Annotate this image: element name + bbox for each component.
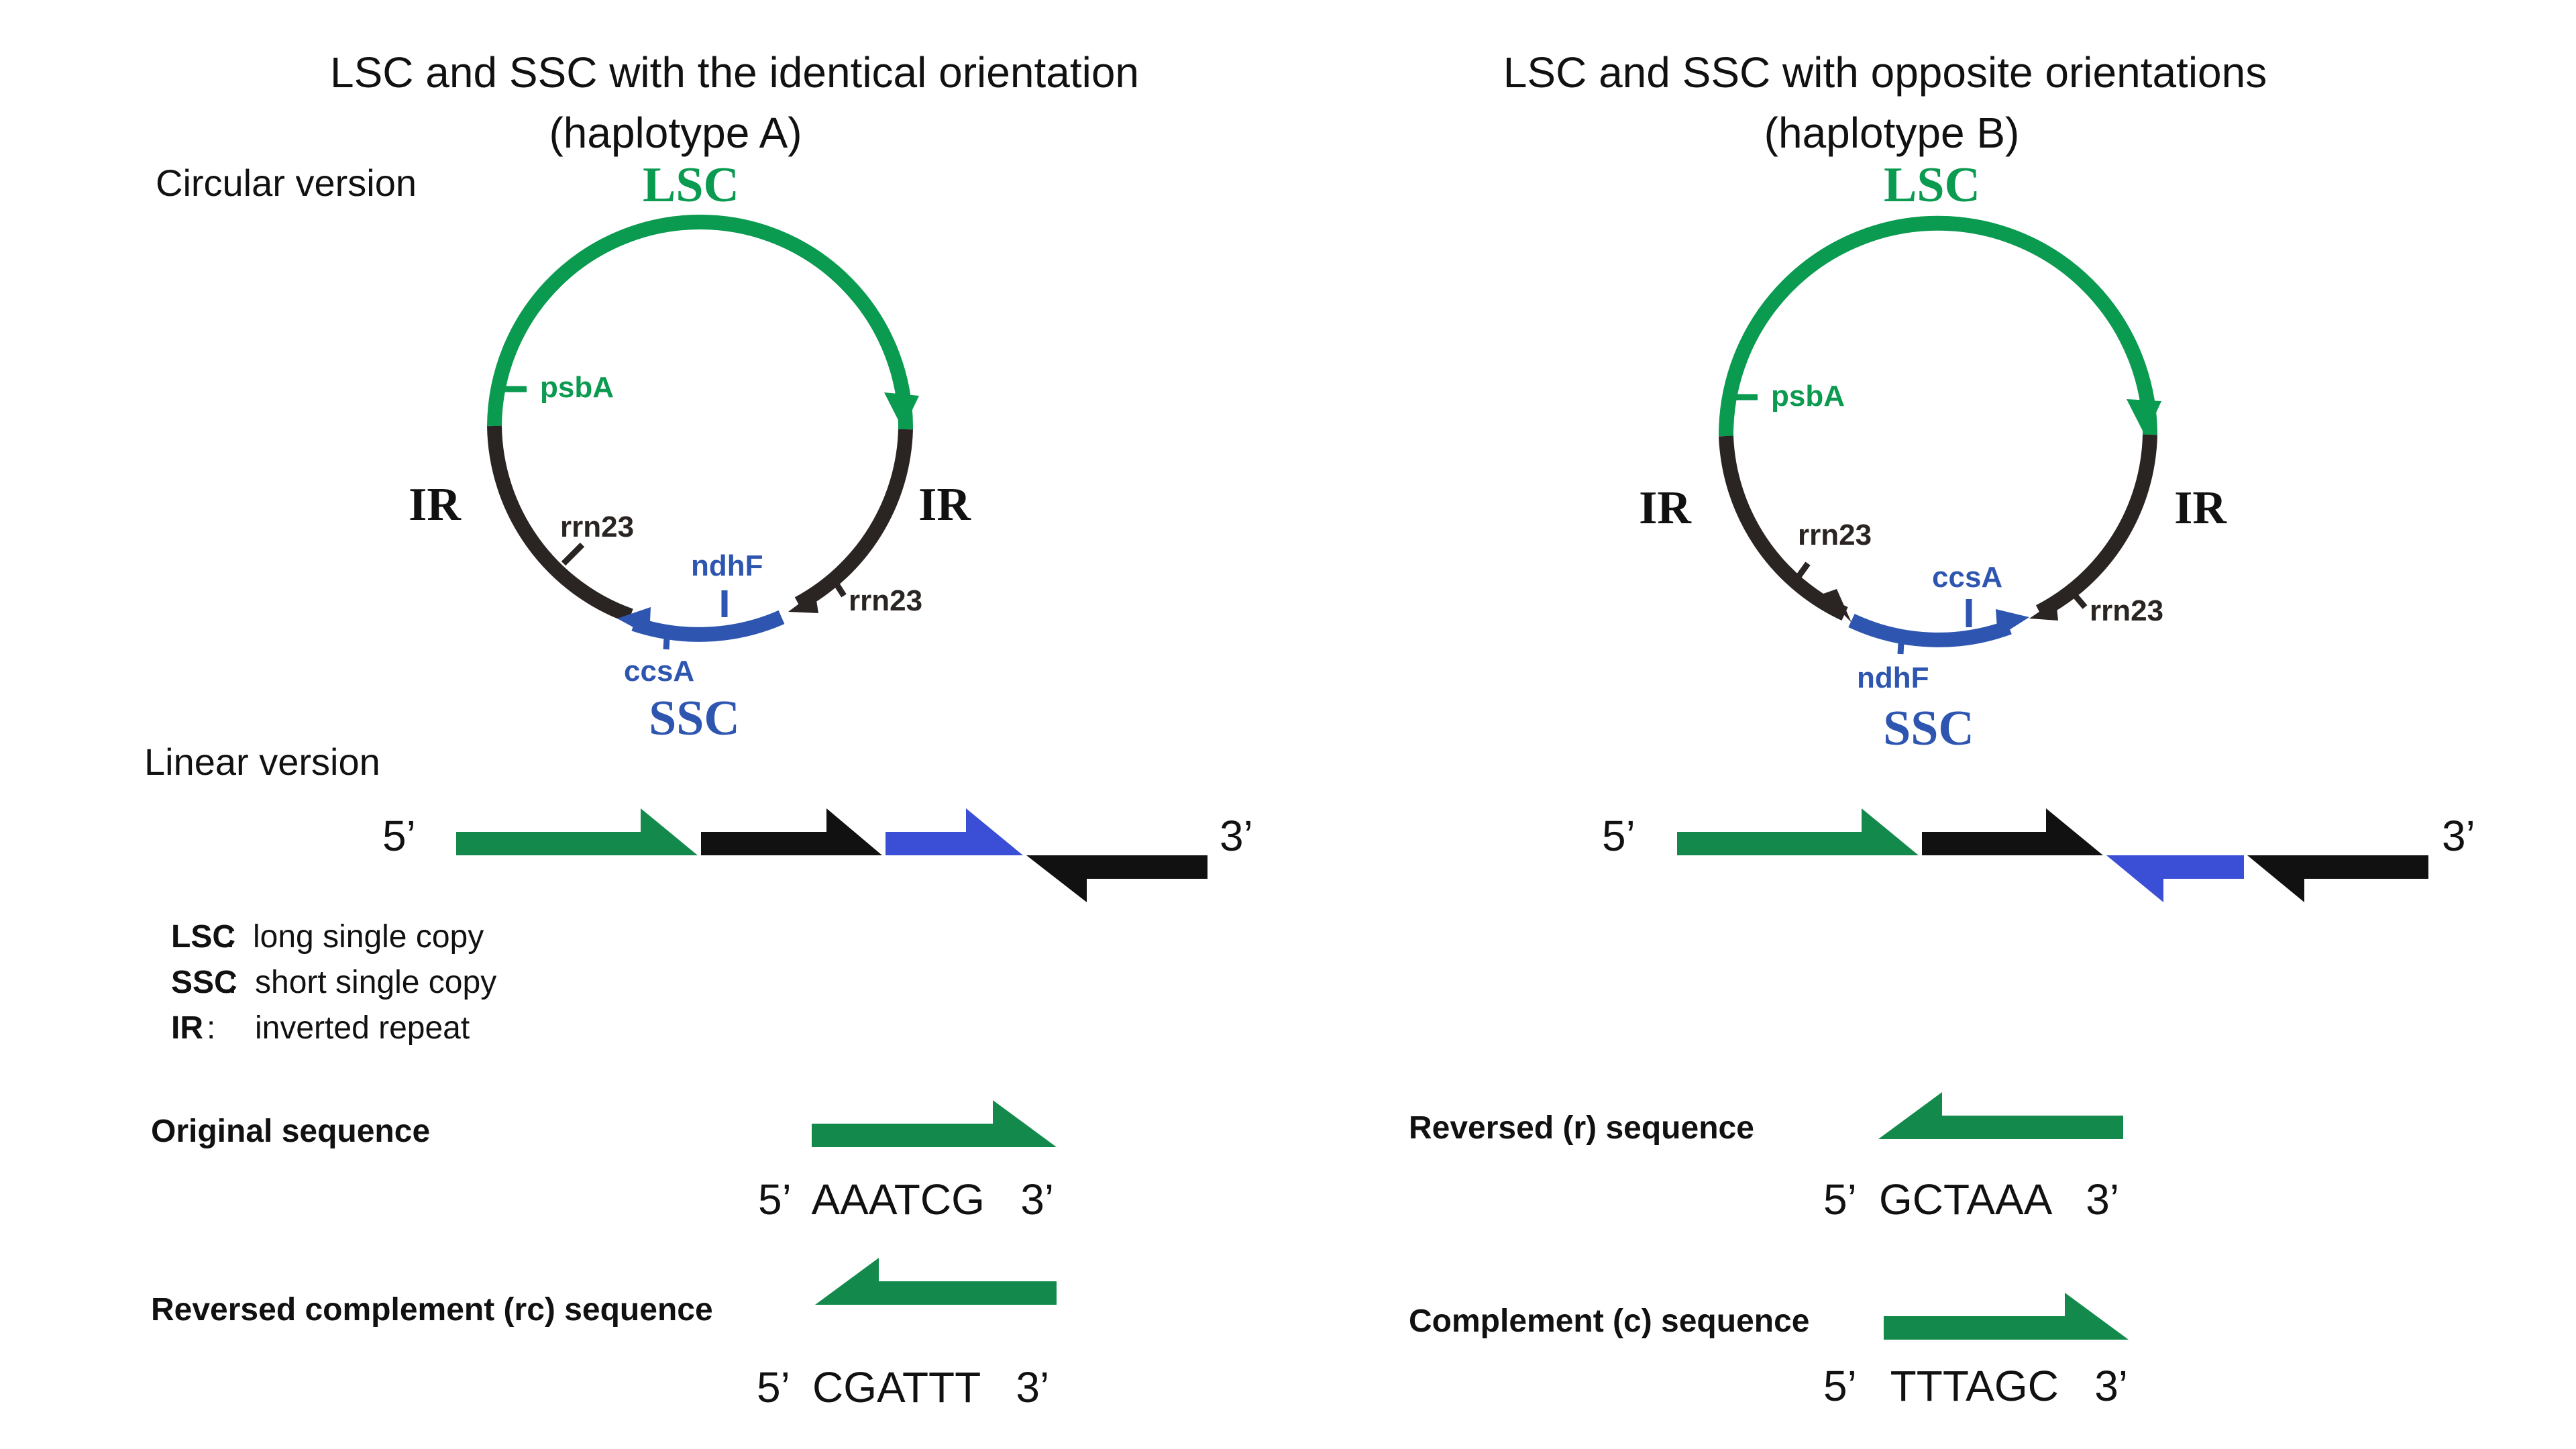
lsc-arc-b	[1718, 216, 2157, 437]
gene-ndhf-b: ndhF	[1857, 661, 1929, 694]
lsc-label-a: LSC	[643, 158, 739, 213]
ssc-arc-b	[1848, 614, 2012, 647]
ir-left-arrowhead-b	[1823, 589, 1851, 623]
ir-right-arc-a	[794, 429, 913, 610]
panel-haplotype-b: LSC and SSC with opposite orientations (…	[1503, 48, 2475, 902]
five-prime-a: 5’	[382, 812, 416, 860]
linear-ir1-a	[701, 808, 882, 855]
r-sequence-label: Reversed (r) sequence	[1409, 1110, 1754, 1146]
panel-b-title-line1: LSC and SSC with opposite orientations	[1503, 48, 2267, 97]
gene-rrn23-right-a: rrn23	[849, 584, 922, 617]
legend-ssc-desc: short single copy	[255, 965, 496, 1000]
gene-psba-b: psbA	[1771, 380, 1845, 413]
rc-arrow	[815, 1258, 1057, 1305]
panel-a-title-line1: LSC and SSC with the identical orientati…	[330, 48, 1139, 97]
ssc-label-a: SSC	[649, 691, 740, 746]
legend-ssc-key: SSC	[171, 965, 237, 1000]
gene-ccsa-a: ccsA	[624, 655, 694, 688]
ir-left-label-a: IR	[409, 479, 462, 531]
circular-map-a: LSC SSC IR IR psbA rrn23 rrn23 ndhF ccsA	[409, 158, 971, 746]
ir-right-label-b: IR	[2174, 482, 2227, 534]
rrn23-left-tick-a	[561, 542, 585, 566]
rrn23-left-tick-b	[1790, 561, 1811, 587]
legend-lsc-desc: long single copy	[253, 919, 484, 955]
ir-right-arrowhead-b	[2029, 600, 2058, 621]
linear-version-label: Linear version	[144, 741, 380, 783]
rc-sequence-label: Reversed complement (rc) sequence	[151, 1292, 713, 1328]
panel-haplotype-a: LSC and SSC with the identical orientati…	[144, 48, 1253, 902]
ssc-arrowhead-b	[1996, 609, 2029, 637]
lsc-label-b: LSC	[1884, 158, 1980, 213]
linear-lsc-b	[1677, 808, 1919, 855]
five-prime-b: 5’	[1602, 812, 1635, 860]
gene-psba-a: psbA	[540, 371, 614, 404]
c-arrow	[1884, 1293, 2129, 1340]
circular-version-label: Circular version	[156, 162, 417, 204]
gene-rrn23-left-a: rrn23	[560, 511, 634, 543]
ir-right-label-a: IR	[918, 479, 971, 531]
lsc-arrowhead-a	[884, 392, 919, 429]
rc-sequence-text: 5’ CGATTT 3’	[757, 1363, 1049, 1411]
r-sequence-text: 5’ GCTAAA 3’	[1823, 1175, 2119, 1224]
linear-map-b: 5’ 3’	[1602, 808, 2475, 902]
ir-left-arc-b	[1719, 435, 1848, 621]
legend-lsc-key: LSC	[171, 919, 235, 955]
sequence-examples: Original sequence 5’ AAATCG 3’ Reversed …	[151, 1092, 2129, 1411]
gene-rrn23-left-b: rrn23	[1798, 519, 1872, 551]
linear-ir2-b	[2247, 855, 2428, 902]
circular-map-b: LSC SSC IR IR psbA rrn23 rrn23 ccsA ndhF	[1639, 158, 2227, 756]
ir-left-arc-a	[487, 425, 633, 623]
legend-ssc-colon: :	[228, 965, 237, 1000]
c-sequence-label: Complement (c) sequence	[1409, 1303, 1809, 1339]
legend-ir-colon: :	[207, 1010, 215, 1046]
ccsa-tick-a	[663, 627, 671, 650]
gene-ndhf-a: ndhF	[691, 549, 763, 582]
legend-ir-key: IR	[171, 1010, 203, 1046]
ssc-arrowhead-a	[617, 607, 651, 636]
original-sequence-text: 5’ AAATCG 3’	[758, 1175, 1054, 1224]
linear-ir1-b	[1922, 808, 2103, 855]
abbreviation-legend: LSC : long single copy SSC : short singl…	[171, 919, 496, 1046]
r-arrow	[1878, 1092, 2123, 1139]
ir-left-label-b: IR	[1639, 482, 1692, 534]
ir-right-arrowhead-a	[788, 592, 818, 613]
panel-a-title-line2: (haplotype A)	[549, 109, 802, 157]
legend-lsc-colon: :	[226, 919, 235, 955]
panel-b-title-line2: (haplotype B)	[1764, 109, 2020, 157]
legend-ir-desc: inverted repeat	[255, 1010, 470, 1046]
rrn23-right-tick-b	[2067, 587, 2088, 609]
three-prime-b: 3’	[2442, 812, 2475, 860]
original-arrow	[812, 1100, 1057, 1147]
gene-rrn23-right-b: rrn23	[2090, 594, 2163, 627]
linear-lsc-a	[456, 808, 698, 855]
c-sequence-text: 5’ TTTAGC 3’	[1823, 1362, 2128, 1410]
ssc-arc-a	[631, 610, 785, 642]
ndhf-tick-b	[1897, 630, 1905, 655]
gene-ccsa-b: ccsA	[1932, 561, 2002, 594]
linear-ir2-a	[1026, 855, 1208, 902]
linear-ssc-b	[2106, 855, 2244, 902]
linear-ssc-a	[885, 808, 1023, 855]
ir-right-arc-b	[2035, 434, 2157, 619]
lsc-arrowhead-b	[2127, 399, 2161, 436]
three-prime-a: 3’	[1220, 812, 1253, 860]
original-sequence-label: Original sequence	[151, 1114, 430, 1149]
rrn23-right-tick-a	[829, 575, 847, 598]
ssc-label-b: SSC	[1883, 701, 1974, 756]
lsc-arc-a	[487, 215, 914, 430]
linear-map-a: 5’ 3’	[382, 808, 1253, 902]
